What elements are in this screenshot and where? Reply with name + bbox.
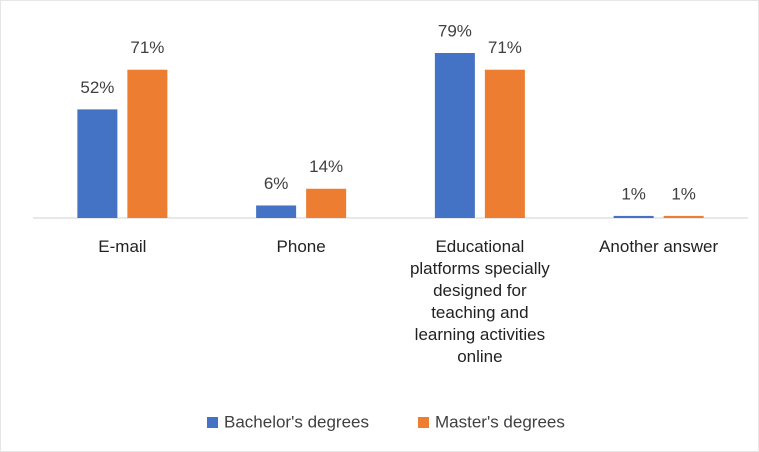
legend-swatch — [207, 417, 218, 428]
bar — [256, 205, 297, 218]
value-label: 71% — [488, 38, 522, 57]
legend-swatch — [418, 417, 429, 428]
legend-label: Master's degrees — [435, 412, 565, 431]
x-tick-label: Educational platforms specially designed… — [409, 237, 550, 366]
value-label: 6% — [264, 174, 289, 193]
x-tick-label: Another answer — [599, 237, 719, 256]
bar — [484, 69, 525, 218]
value-label: 71% — [130, 38, 164, 57]
value-label: 1% — [671, 184, 696, 203]
x-tick-label: E-mail — [98, 237, 147, 256]
x-tick-label: Phone — [276, 237, 326, 256]
bar — [613, 215, 654, 218]
bar — [77, 109, 118, 218]
value-label: 14% — [309, 157, 343, 176]
bar — [434, 53, 475, 218]
legend-label: Bachelor's degrees — [224, 412, 369, 431]
bar — [663, 215, 704, 218]
bar — [306, 188, 347, 218]
value-label: 79% — [438, 21, 472, 40]
value-label: 52% — [80, 78, 114, 97]
value-label: 1% — [621, 184, 646, 203]
bar — [127, 69, 168, 218]
